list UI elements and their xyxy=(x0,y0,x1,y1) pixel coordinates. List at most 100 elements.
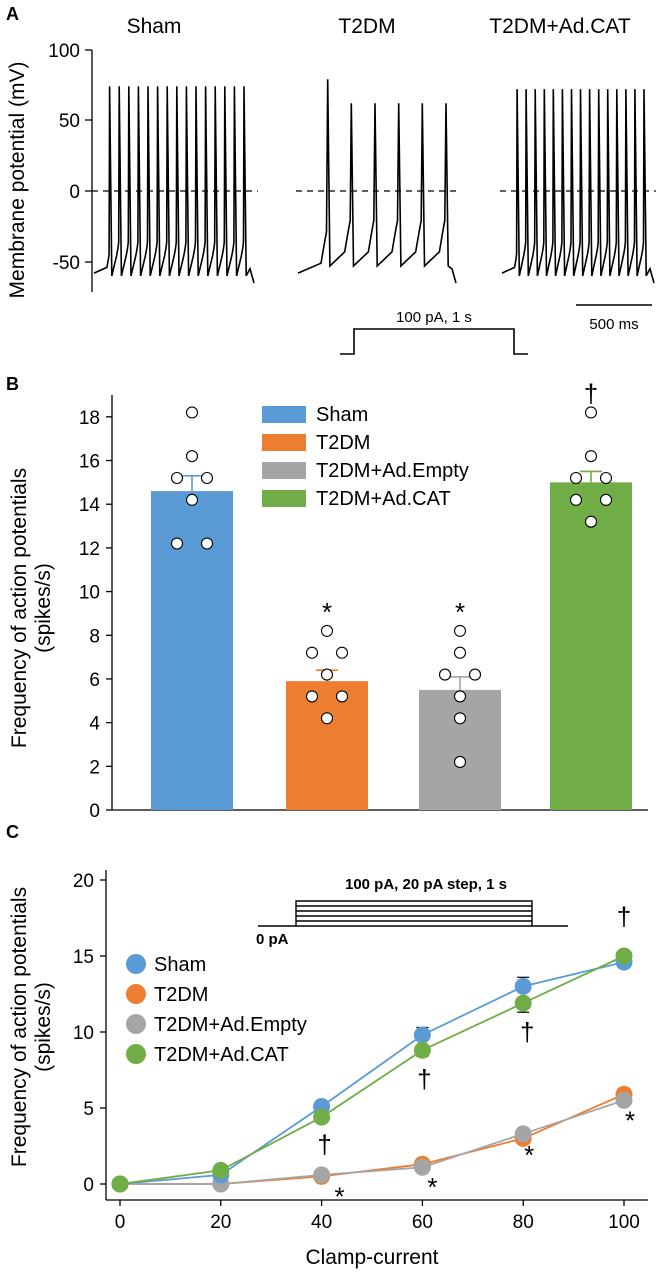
legend-label-empty: T2DM+Ad.Empty xyxy=(316,460,469,482)
panel-b: B Frequency of action potentials (spikes… xyxy=(6,374,648,822)
ytick-label: 6 xyxy=(89,670,100,691)
marker-cat xyxy=(413,1041,431,1059)
marker-empty xyxy=(514,1125,532,1143)
data-point-sham xyxy=(200,537,214,550)
marker-sham xyxy=(514,977,532,995)
panel-a-ylabel: Membrane potential (mV) xyxy=(6,62,29,299)
data-point-empty xyxy=(453,690,467,703)
significance-mark: † xyxy=(584,378,598,408)
panel-a-ytick: 50 xyxy=(59,111,80,132)
significance-mark: * xyxy=(335,1181,345,1211)
ytick-label: 15 xyxy=(73,947,94,968)
ytick-label: 20 xyxy=(73,871,94,892)
bar-cat xyxy=(550,482,632,810)
data-point-sham xyxy=(200,471,214,485)
legend-marker-sham xyxy=(126,954,146,974)
legend-swatch-sham xyxy=(262,406,306,423)
trace-label-sham: Sham xyxy=(127,15,182,38)
data-point-t2dm xyxy=(335,690,349,703)
trace-t2dm xyxy=(297,79,457,284)
legend-label-t2dm: T2DM xyxy=(154,984,208,1006)
data-point-empty xyxy=(453,646,467,659)
legend-swatch-t2dm xyxy=(262,434,306,451)
bar-empty xyxy=(419,689,501,810)
panel-a: A Membrane potential (mV) 100 50 0 -50 S… xyxy=(6,4,656,355)
xtick-label: 20 xyxy=(210,1212,231,1233)
legend-marker-cat xyxy=(126,1044,146,1064)
xtick-label: 80 xyxy=(513,1212,534,1233)
legend-swatch-empty xyxy=(262,462,306,479)
panel-c: C Frequency of action potentials (spikes… xyxy=(6,822,648,1269)
panel-c-axes xyxy=(105,870,648,1201)
data-point-t2dm xyxy=(320,712,334,725)
xtick-label: 40 xyxy=(311,1212,332,1233)
ytick-label: 2 xyxy=(89,757,100,778)
ytick-label: 0 xyxy=(89,801,100,822)
marker-cat xyxy=(111,1175,129,1193)
data-point-cat xyxy=(599,493,613,506)
significance-mark: † xyxy=(317,1130,331,1160)
trace-label-cat: T2DM+Ad.CAT xyxy=(489,15,631,38)
panel-letter-c: C xyxy=(6,822,19,842)
panel-a-ytick: 0 xyxy=(69,182,80,203)
panel-c-stimulus-inset: 100 pA, 20 pA step, 1 s 0 pA xyxy=(256,876,568,948)
marker-cat xyxy=(514,994,532,1012)
marker-empty xyxy=(313,1166,331,1184)
panel-b-points xyxy=(170,406,613,768)
legend-label-sham: Sham xyxy=(154,954,206,976)
bar-t2dm xyxy=(286,681,368,810)
legend-label-cat: T2DM+Ad.CAT xyxy=(316,488,451,510)
panel-b-ylabel-line2: (spikes/s) xyxy=(32,563,55,653)
marker-cat xyxy=(313,1108,331,1126)
data-point-t2dm xyxy=(320,624,334,637)
panel-c-ylabel-line2: (spikes/s) xyxy=(32,982,55,1072)
data-point-empty xyxy=(438,668,452,681)
panel-c-annotations: †*†*†*†* xyxy=(317,902,635,1212)
data-point-sham xyxy=(170,471,184,485)
data-point-t2dm xyxy=(335,646,349,659)
stimulus-step xyxy=(340,328,528,355)
stimulus-label: 100 pA, 20 pA step, 1 s xyxy=(345,876,507,893)
panel-letter-a: A xyxy=(6,4,19,24)
panel-letter-b: B xyxy=(6,374,19,394)
panel-c-ylabel-line1: Frequency of action potentials xyxy=(8,887,31,1167)
significance-mark: * xyxy=(322,597,332,627)
marker-empty xyxy=(413,1158,431,1176)
panel-b-annotations: * * † xyxy=(322,378,598,626)
data-point-sham xyxy=(185,406,199,419)
ytick-label: 0 xyxy=(83,1175,94,1196)
legend-swatch-cat xyxy=(262,490,306,507)
legend-marker-t2dm xyxy=(126,984,146,1004)
data-point-empty xyxy=(453,712,467,725)
xtick-label: 60 xyxy=(412,1212,433,1233)
panel-c-legend: Sham T2DM T2DM+Ad.Empty T2DM+Ad.CAT xyxy=(126,954,307,1066)
data-point-cat xyxy=(599,471,613,485)
panel-c-lines xyxy=(111,947,633,1193)
ytick-label: 10 xyxy=(73,1023,94,1044)
data-point-empty xyxy=(453,624,467,637)
ytick-label: 10 xyxy=(79,583,100,604)
series-line-sham xyxy=(119,961,625,1185)
data-point-t2dm xyxy=(305,690,319,703)
panel-c-xlabel: Clamp-current xyxy=(305,1246,438,1269)
data-point-t2dm xyxy=(320,668,334,681)
ytick-label: 18 xyxy=(79,408,100,429)
panel-b-ticks: 0 2 4 6 8 10 12 14 16 18 xyxy=(79,408,112,822)
trace-label-t2dm: T2DM xyxy=(338,15,395,38)
bar-sham xyxy=(151,491,233,810)
panel-b-bars xyxy=(151,470,632,810)
legend-label-t2dm: T2DM xyxy=(316,432,370,454)
panel-b-legend: Sham T2DM T2DM+Ad.Empty T2DM+Ad.CAT xyxy=(262,404,469,510)
panel-b-ylabel-line1: Frequency of action potentials xyxy=(8,468,31,748)
data-point-cat xyxy=(569,471,583,485)
ytick-label: 14 xyxy=(79,495,101,516)
xtick-label: 0 xyxy=(115,1212,126,1233)
data-point-sham xyxy=(185,493,199,506)
legend-marker-empty xyxy=(126,1014,146,1034)
data-point-empty xyxy=(468,668,482,681)
marker-cat xyxy=(212,1161,230,1179)
significance-mark: † xyxy=(417,1064,431,1094)
data-point-sham xyxy=(185,450,199,463)
ytick-label: 12 xyxy=(79,539,100,560)
